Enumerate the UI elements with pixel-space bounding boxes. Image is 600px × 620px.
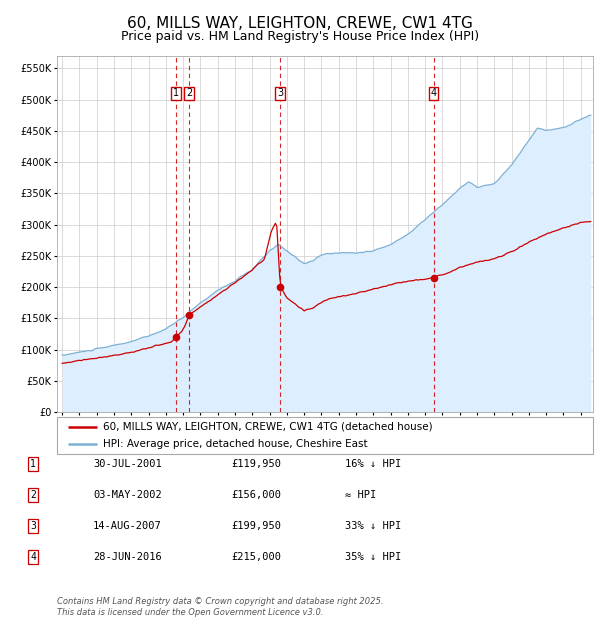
Text: 2: 2	[30, 490, 36, 500]
Text: £215,000: £215,000	[231, 552, 281, 562]
Text: 1: 1	[173, 88, 179, 99]
Text: 30-JUL-2001: 30-JUL-2001	[93, 459, 162, 469]
Text: 2: 2	[186, 88, 192, 99]
Text: 35% ↓ HPI: 35% ↓ HPI	[345, 552, 401, 562]
Text: £156,000: £156,000	[231, 490, 281, 500]
Text: 3: 3	[277, 88, 283, 99]
Text: ≈ HPI: ≈ HPI	[345, 490, 376, 500]
Text: £119,950: £119,950	[231, 459, 281, 469]
Text: 28-JUN-2016: 28-JUN-2016	[93, 552, 162, 562]
Text: 14-AUG-2007: 14-AUG-2007	[93, 521, 162, 531]
Text: Contains HM Land Registry data © Crown copyright and database right 2025.
This d: Contains HM Land Registry data © Crown c…	[57, 598, 383, 617]
Text: 3: 3	[30, 521, 36, 531]
Text: 1: 1	[30, 459, 36, 469]
Text: 03-MAY-2002: 03-MAY-2002	[93, 490, 162, 500]
Text: 60, MILLS WAY, LEIGHTON, CREWE, CW1 4TG: 60, MILLS WAY, LEIGHTON, CREWE, CW1 4TG	[127, 16, 473, 31]
Text: 4: 4	[30, 552, 36, 562]
Text: 4: 4	[431, 88, 437, 99]
Text: 33% ↓ HPI: 33% ↓ HPI	[345, 521, 401, 531]
Text: HPI: Average price, detached house, Cheshire East: HPI: Average price, detached house, Ches…	[103, 439, 367, 449]
Text: £199,950: £199,950	[231, 521, 281, 531]
Text: 16% ↓ HPI: 16% ↓ HPI	[345, 459, 401, 469]
Text: 60, MILLS WAY, LEIGHTON, CREWE, CW1 4TG (detached house): 60, MILLS WAY, LEIGHTON, CREWE, CW1 4TG …	[103, 422, 432, 432]
Text: Price paid vs. HM Land Registry's House Price Index (HPI): Price paid vs. HM Land Registry's House …	[121, 30, 479, 43]
